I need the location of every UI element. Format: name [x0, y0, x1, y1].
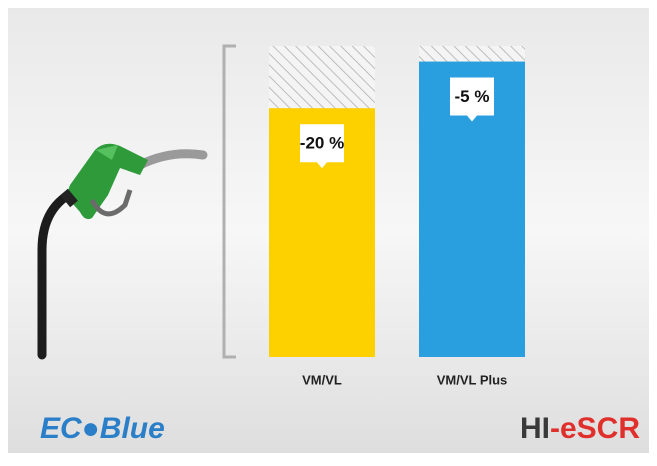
logo-right: HI-eSCR — [520, 412, 640, 445]
logo-prefix: HI — [520, 412, 550, 445]
chart: -20 % VM/VL -5 % VM/VL Plus EC●Blue HI-eSCR — [0, 0, 657, 461]
logo-text: EC●Blue — [40, 412, 165, 445]
x-tick-label: VM/VL — [302, 372, 342, 387]
x-tick-label: VM/VL Plus — [437, 372, 508, 387]
value-label: -5 % — [455, 87, 490, 106]
logo-suffix: -eSCR — [550, 412, 640, 445]
value-label: -20 % — [300, 134, 344, 153]
logo-left: EC●Blue — [40, 412, 165, 445]
